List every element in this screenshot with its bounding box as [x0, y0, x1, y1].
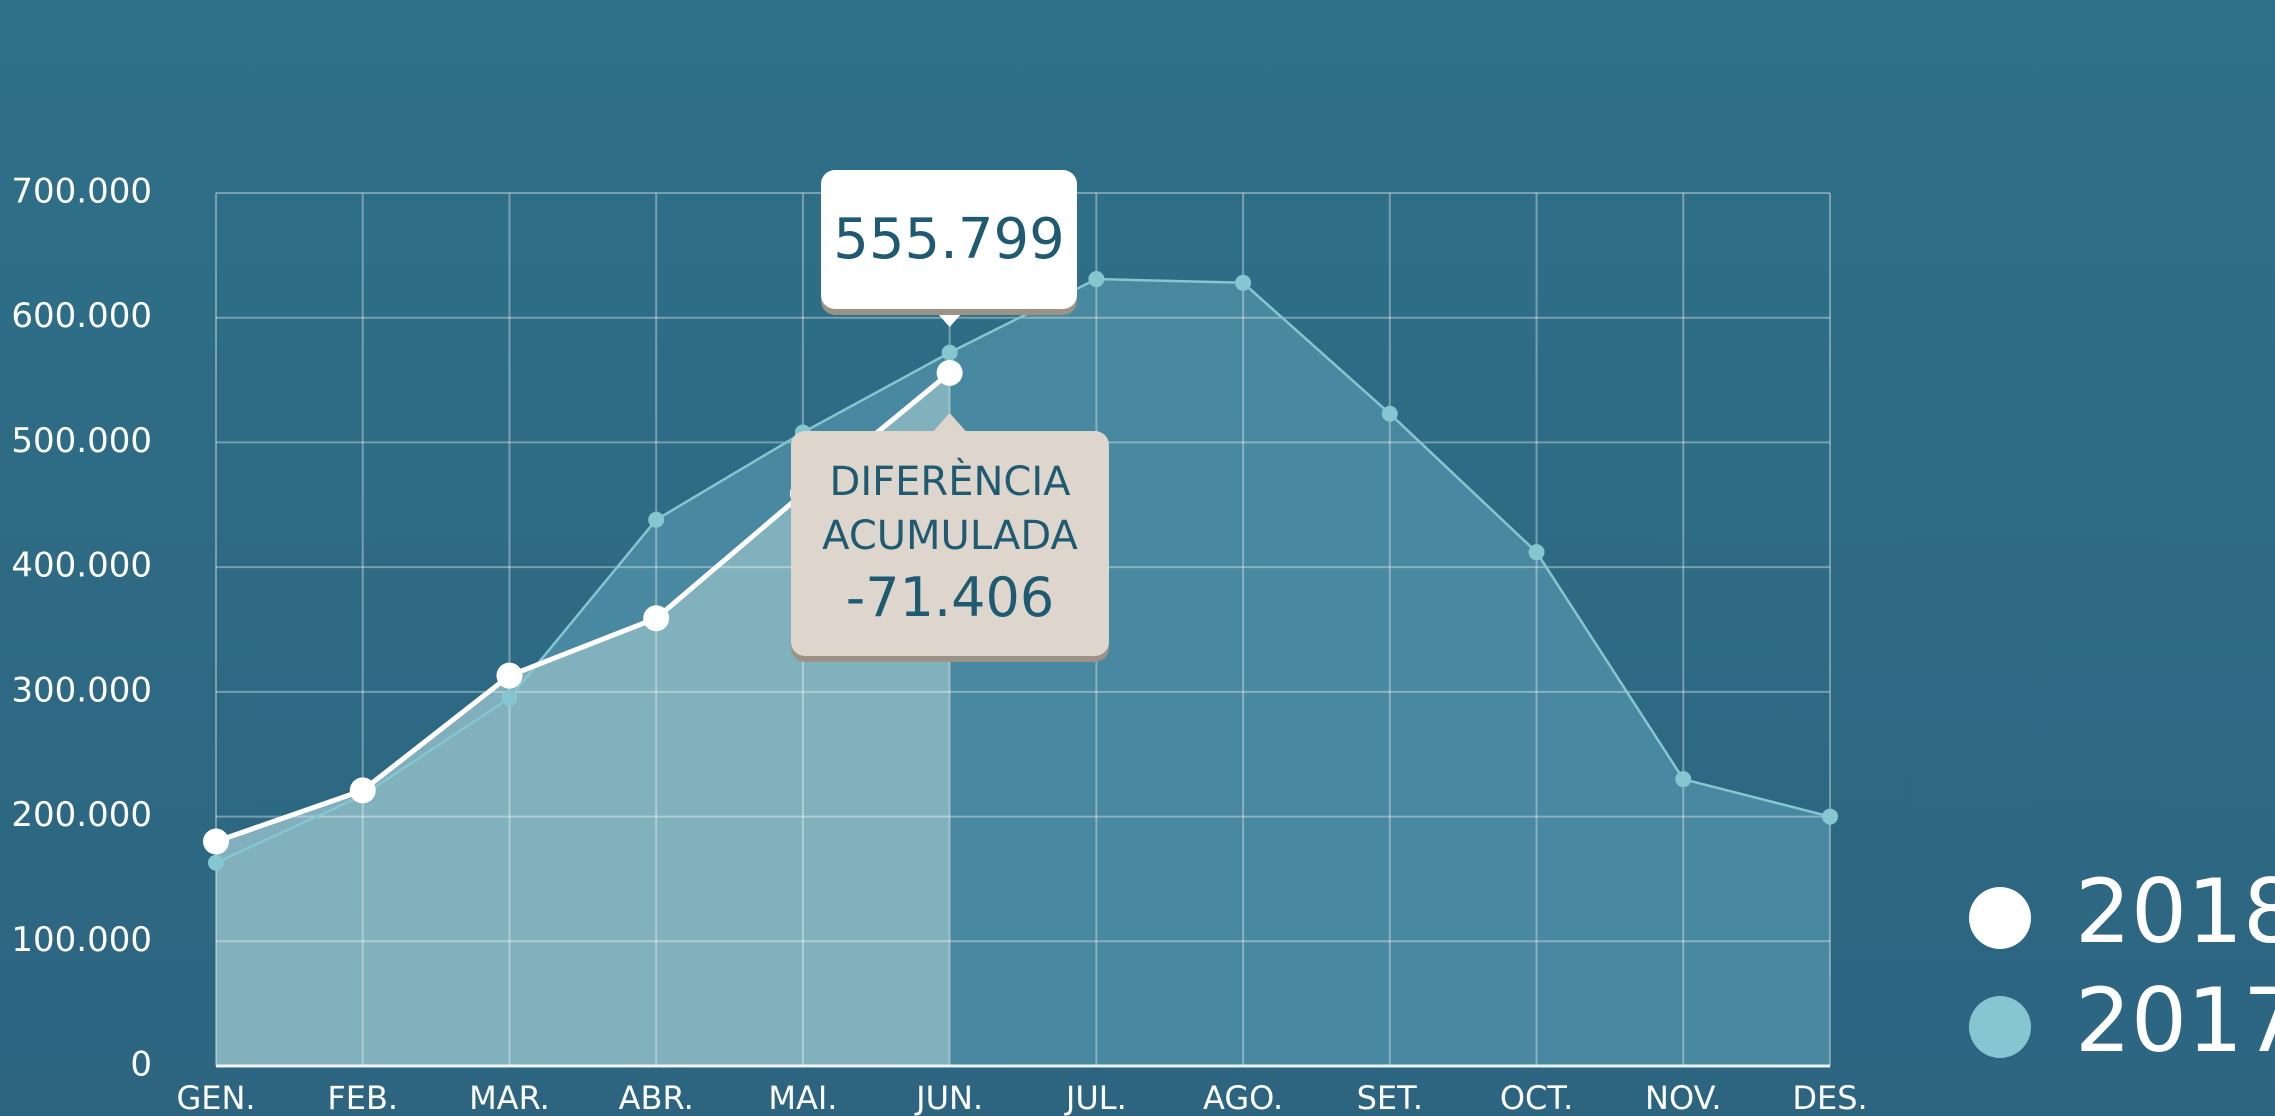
y-tick-label: 700.000 [11, 172, 152, 212]
point [496, 662, 523, 689]
point [501, 690, 518, 707]
tooltip-pointer [933, 413, 966, 431]
point [1675, 771, 1692, 788]
tooltip-pointer [933, 309, 966, 327]
line [215, 277, 1831, 864]
y-tick-label: 200.000 [11, 795, 152, 835]
x-tick-label: DES. [1792, 1079, 1867, 1116]
legend-label: 2017 [2075, 969, 2275, 1072]
point [648, 511, 665, 528]
point [208, 854, 224, 871]
y-tick-label: 100.000 [11, 920, 152, 960]
point [941, 344, 958, 361]
legend-swatch [1969, 996, 2031, 1058]
point [349, 777, 376, 804]
x-tick-label: GEN. [176, 1079, 255, 1116]
point [643, 605, 670, 632]
x-tick-label: ABR. [619, 1079, 694, 1116]
annotation-value: -71.406 [845, 566, 1055, 629]
point [1088, 271, 1105, 288]
x-tick-label: FEB. [327, 1079, 398, 1116]
x-tick-label: AGO. [1203, 1079, 1283, 1116]
x-tick-label: JUN. [914, 1079, 983, 1116]
x-tick-label: NOV. [1645, 1079, 1722, 1116]
y-tick-label: 300.000 [11, 670, 152, 710]
y-tick-label: 600.000 [11, 296, 152, 336]
point [1528, 544, 1545, 561]
x-tick-label: MAR. [469, 1079, 550, 1116]
y-tick-label: 500.000 [11, 421, 152, 461]
x-tick-label: MAI. [768, 1079, 837, 1116]
x-tick-label: JUL. [1064, 1079, 1127, 1116]
y-tick-label: 400.000 [11, 546, 152, 586]
point [1381, 405, 1398, 422]
legend-label: 2018 [2075, 860, 2275, 963]
annotation-label: DIFERÈNCIA ACUMULADA [822, 459, 1078, 559]
point [1822, 808, 1838, 825]
x-tick-label: OCT. [1500, 1079, 1573, 1116]
point [1235, 274, 1252, 291]
area [216, 372, 950, 1066]
value-tooltip: 555.799 [821, 170, 1077, 309]
x-tick-label: SET. [1357, 1079, 1423, 1116]
point [936, 359, 963, 386]
difference-tooltip: DIFERÈNCIA ACUMULADA -71.406 [791, 431, 1109, 656]
y-tick-label: 0 [130, 1045, 152, 1085]
legend-swatch [1969, 887, 2031, 949]
point [203, 828, 229, 855]
